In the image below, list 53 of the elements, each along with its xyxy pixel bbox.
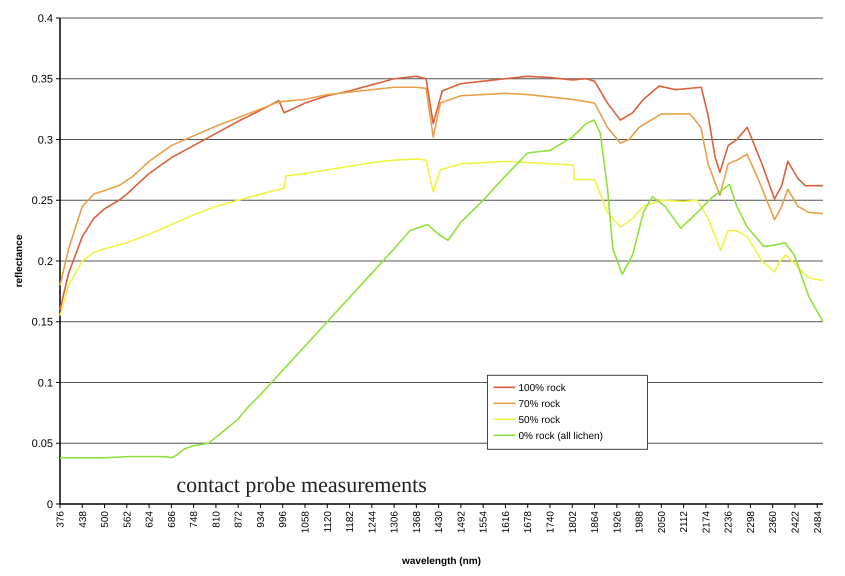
x-tick-label: 376 xyxy=(56,510,66,528)
x-tick-label: 1058 xyxy=(300,510,312,534)
y-tick-label: 0.25 xyxy=(32,195,53,208)
y-tick-label: 0.2 xyxy=(38,256,53,268)
legend-label: 0% rock (all lichen) xyxy=(518,430,603,442)
x-tick-label: 1120 xyxy=(322,510,334,533)
x-tick-label: 624 xyxy=(144,510,156,528)
x-axis-title: wavelength (nm) xyxy=(401,556,481,567)
x-tick-label: 934 xyxy=(256,510,267,528)
x-tick-label: 1244 xyxy=(367,510,378,534)
x-tick-label: 1802 xyxy=(568,510,579,534)
x-tick-label: 1492 xyxy=(456,510,468,534)
x-tick-label: 1926 xyxy=(612,510,624,534)
x-tick-label: 2298 xyxy=(746,510,757,534)
x-tick-label: 1430 xyxy=(434,510,446,534)
y-tick-label: 0.4 xyxy=(38,12,53,25)
x-tick-label: 1864 xyxy=(590,510,602,534)
annotation: contact probe measurements xyxy=(176,472,427,497)
x-tick-label: 2422 xyxy=(790,510,802,534)
x-tick-label: 748 xyxy=(189,510,200,528)
x-tick-label: 1988 xyxy=(634,510,646,534)
line-series xyxy=(59,158,824,316)
line-series xyxy=(59,119,824,459)
x-tick-label: 1554 xyxy=(478,510,490,534)
x-tick-label: 2236 xyxy=(724,510,735,534)
x-tick-label: 1182 xyxy=(345,510,356,533)
y-tick-label: 0.35 xyxy=(32,74,53,86)
y-tick-label: 0.05 xyxy=(32,438,53,450)
y-tick-label: 0.3 xyxy=(38,134,53,146)
x-tick-label: 2112 xyxy=(679,510,690,533)
legend-label: 100% rock xyxy=(518,382,567,394)
x-tick-label: 1306 xyxy=(390,510,401,534)
x-tick-label: 438 xyxy=(78,510,89,528)
y-tick-label: 0.15 xyxy=(32,316,53,329)
y-tick-label: 0.1 xyxy=(38,377,53,390)
legend-label: 70% rock xyxy=(518,398,562,410)
y-axis-title: reflectance xyxy=(14,234,25,288)
x-tick-label: 686 xyxy=(166,510,178,528)
x-tick-label: 872 xyxy=(234,510,245,528)
x-tick-label: 810 xyxy=(211,510,222,528)
x-tick-label: 2484 xyxy=(812,510,824,534)
x-tick-label: 996 xyxy=(278,510,290,528)
x-tick-label: 2050 xyxy=(656,510,668,534)
x-tick-label: 2360 xyxy=(768,510,780,534)
x-tick-label: 1368 xyxy=(412,510,423,534)
y-tick-label: 0 xyxy=(46,498,53,511)
x-tick-label: 500 xyxy=(100,510,112,528)
legend-label: 50% rock xyxy=(518,414,562,426)
x-tick-label: 2174 xyxy=(701,510,712,534)
x-tick-label: 1616 xyxy=(500,510,512,534)
x-tick-label: 1740 xyxy=(545,510,556,534)
x-tick-label: 562 xyxy=(122,510,134,528)
x-tick-label: 1678 xyxy=(523,510,534,534)
